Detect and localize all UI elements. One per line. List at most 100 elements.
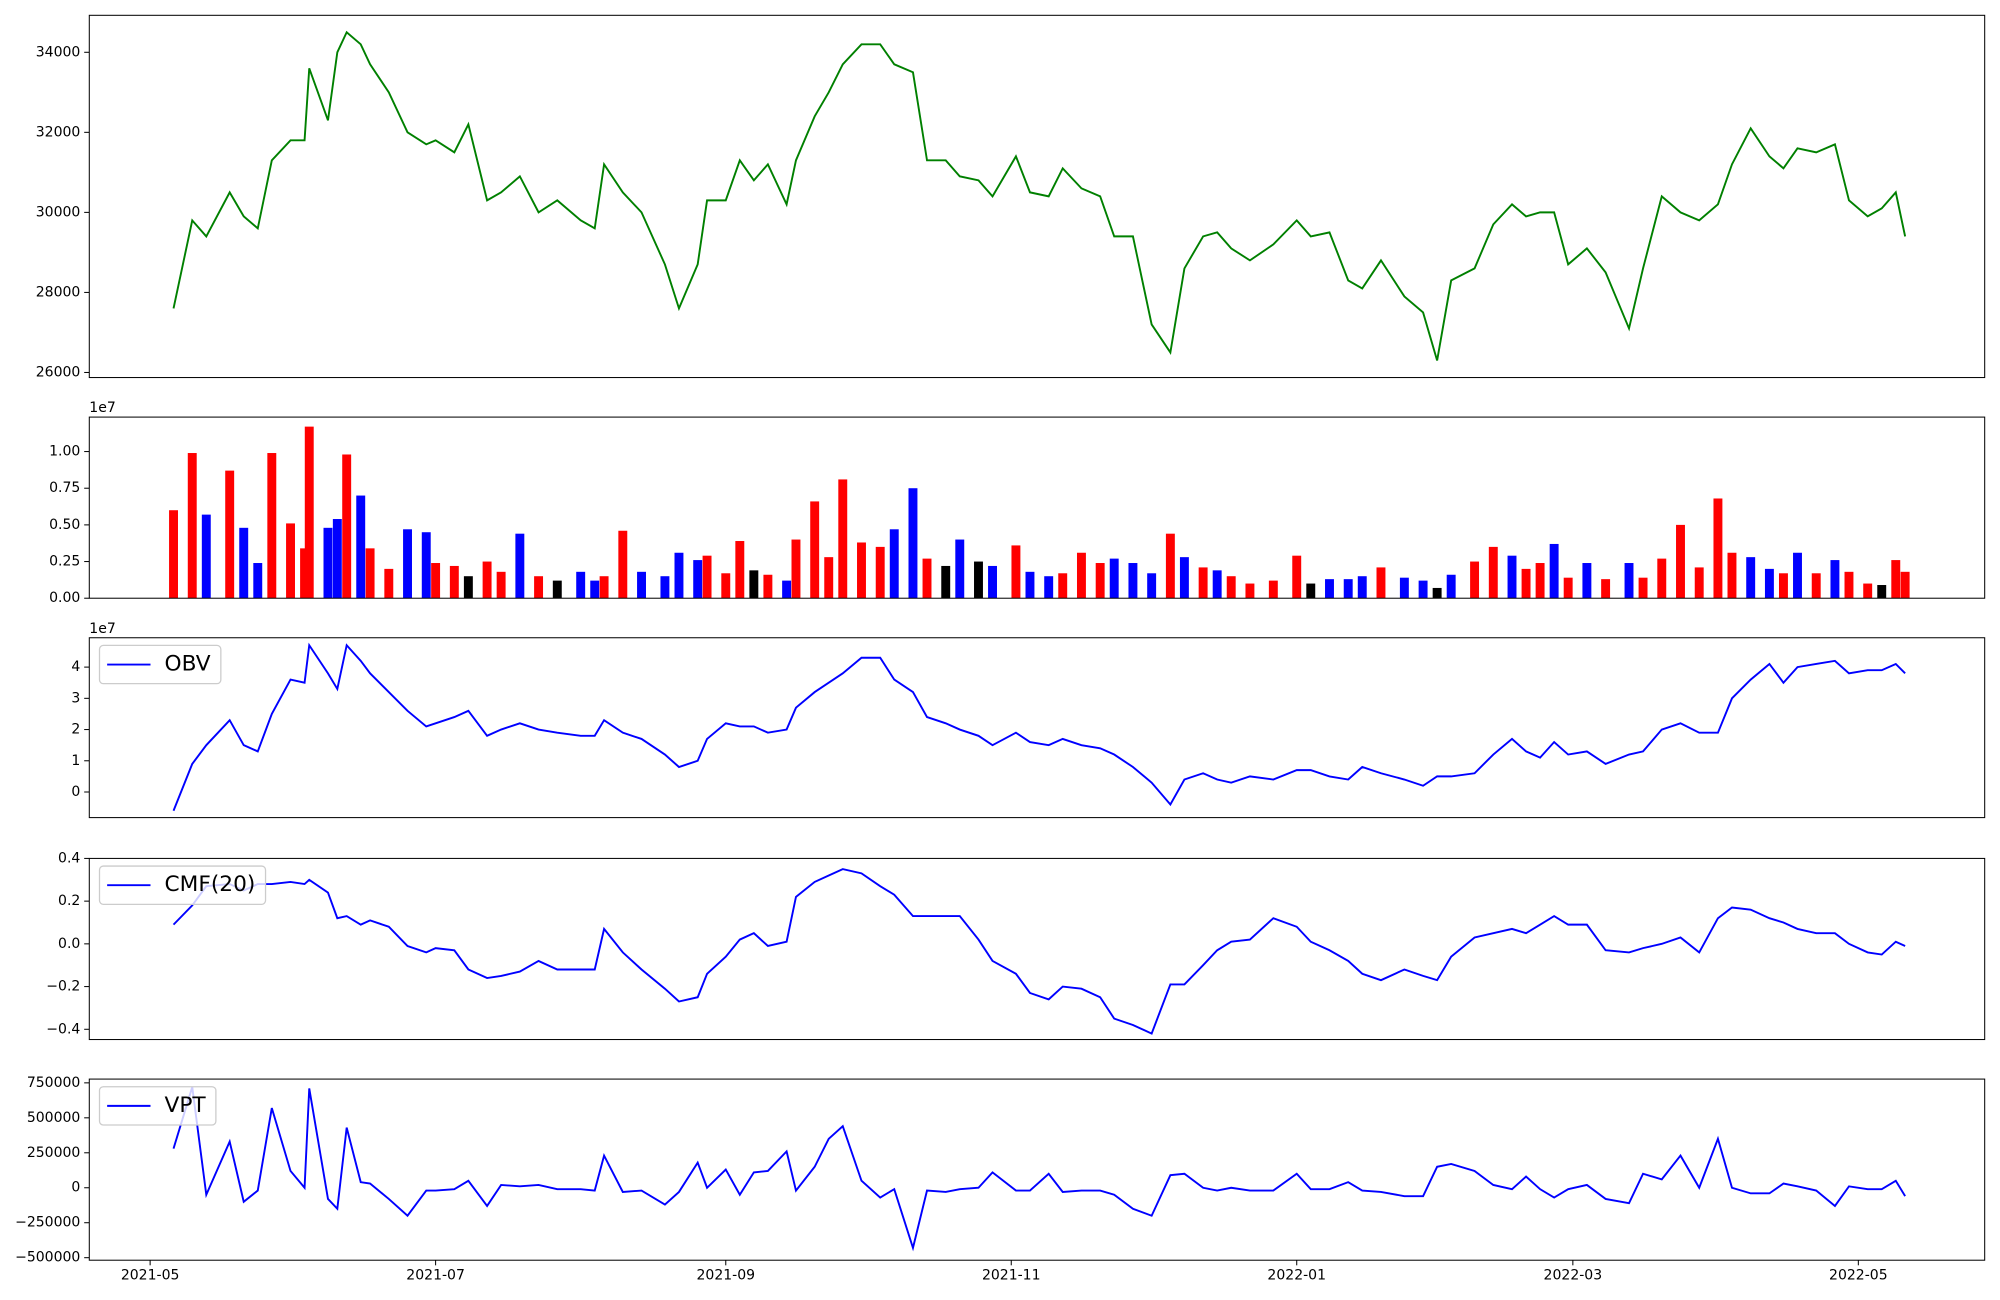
bar (1638, 577, 1648, 599)
bar (384, 568, 394, 599)
bar (702, 555, 712, 599)
bar (1877, 585, 1887, 599)
line (172, 30, 1907, 361)
bar (1549, 543, 1559, 599)
bar (1198, 567, 1208, 599)
bar (496, 571, 506, 599)
offset-label: 1e7 (89, 621, 115, 637)
y-tick-label: 1 (71, 753, 80, 769)
y-tick-label: 4 (71, 659, 80, 675)
bar (1147, 573, 1157, 599)
x-tick-label: 2022-05 (1829, 1268, 1888, 1284)
bar (1657, 558, 1667, 599)
bar (974, 561, 983, 599)
bar (693, 560, 703, 599)
x-tick-label: 2022-03 (1544, 1268, 1603, 1284)
y-tick-label: −500000 (15, 1250, 80, 1266)
y-tick-label: 2 (71, 722, 80, 738)
line (172, 1086, 1906, 1252)
bar (1165, 533, 1175, 599)
y-tick-label: 28000 (36, 284, 81, 300)
x-tick-label: 2021-09 (696, 1268, 755, 1284)
y-tick-label: 500000 (27, 1110, 81, 1126)
bar (1306, 583, 1316, 599)
bar (721, 573, 731, 599)
bar (1676, 524, 1685, 599)
bar (431, 563, 441, 599)
bar (552, 580, 562, 599)
bar (1694, 567, 1704, 599)
bar (889, 529, 899, 599)
bar (267, 453, 277, 599)
offset-label: 1e7 (89, 400, 115, 416)
bar (1212, 570, 1222, 599)
bar (1563, 577, 1573, 599)
bar (1900, 571, 1910, 599)
bar (1624, 563, 1634, 599)
bar (253, 563, 263, 599)
bar (403, 529, 412, 599)
bar (1844, 571, 1854, 599)
bar (304, 426, 314, 599)
y-tick-label: 0.0 (58, 936, 80, 952)
bar (1226, 576, 1236, 599)
bar (1268, 580, 1278, 599)
legend-label: VPT (165, 1093, 207, 1118)
bar (515, 533, 525, 599)
bar (955, 539, 965, 599)
bar (791, 539, 801, 599)
bar (810, 501, 820, 599)
bar (1376, 567, 1386, 599)
bar (660, 576, 670, 599)
bar (1830, 560, 1840, 599)
legend-box (98, 865, 267, 905)
y-tick-label: 26000 (36, 364, 81, 380)
y-tick-label: 1.00 (49, 444, 80, 460)
bar (225, 470, 235, 599)
bar (201, 514, 211, 599)
bar (922, 558, 932, 599)
y-tick-label: 0.50 (49, 517, 80, 533)
bar (1746, 557, 1756, 599)
y-tick-label: 0 (71, 1180, 80, 1196)
bar (1011, 545, 1021, 599)
bar (735, 541, 745, 599)
bar (590, 580, 600, 599)
bar (356, 495, 366, 599)
bar (1179, 557, 1189, 599)
bar (482, 561, 492, 599)
legend-box (98, 644, 222, 685)
y-tick-label: 0 (71, 784, 80, 800)
bar (908, 488, 918, 599)
y-tick-label: 0.4 (58, 850, 80, 866)
bar (1507, 555, 1517, 599)
panel-frame (88, 416, 1986, 599)
bar (988, 565, 997, 599)
bar (782, 580, 792, 599)
bar (169, 510, 178, 599)
bar (1025, 571, 1035, 599)
bar (763, 574, 773, 599)
bar (1470, 561, 1480, 599)
panel-frame (88, 637, 1986, 819)
y-tick-label: 0.00 (49, 590, 80, 606)
bar (1058, 573, 1068, 599)
bar (323, 527, 333, 599)
bar (1535, 563, 1545, 599)
panel-frame (88, 1078, 1986, 1261)
bar (1044, 576, 1054, 599)
bar (1778, 573, 1788, 599)
y-tick-label: 0.25 (49, 554, 80, 570)
bar (1601, 579, 1611, 599)
y-tick-label: −250000 (15, 1215, 80, 1231)
bar (1446, 574, 1456, 599)
legend-label: CMF(20) (165, 872, 256, 897)
panel-frame (88, 857, 1986, 1041)
bar (1764, 568, 1774, 599)
y-tick-label: 250000 (27, 1145, 81, 1161)
bar (1811, 573, 1821, 599)
bar (1863, 583, 1873, 599)
bar (421, 532, 431, 599)
bar (599, 576, 609, 599)
